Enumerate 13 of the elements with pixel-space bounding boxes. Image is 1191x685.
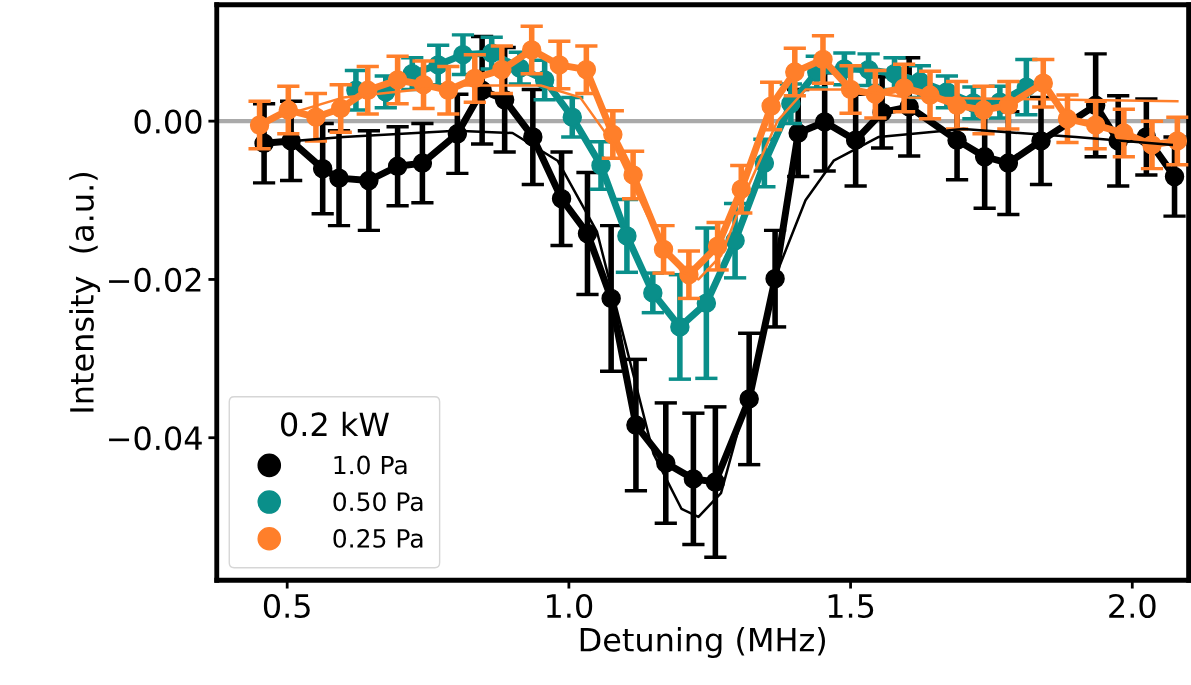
legend-label: 0.25 Pa [333, 528, 423, 548]
x-tick-label: 2.0 [1109, 593, 1156, 619]
legend-label: 1.0 Pa [334, 455, 407, 475]
y-axis-title: Intensity (a.u.) [69, 173, 101, 412]
y-tick-label: 0.00 [134, 109, 202, 134]
y-tick-label: −0.02 [109, 267, 201, 293]
x-tick-label: 1.5 [828, 594, 874, 619]
legend-label: 0.50 Pa [333, 492, 423, 512]
x-axis-title: Detuning (MHz) [580, 627, 825, 658]
x-tick-label: 1.0 [546, 593, 593, 619]
legend-title: 0.2 kW [281, 411, 389, 437]
x-tick-label: 0.5 [263, 593, 310, 619]
y-tick-label: −0.04 [109, 426, 202, 451]
